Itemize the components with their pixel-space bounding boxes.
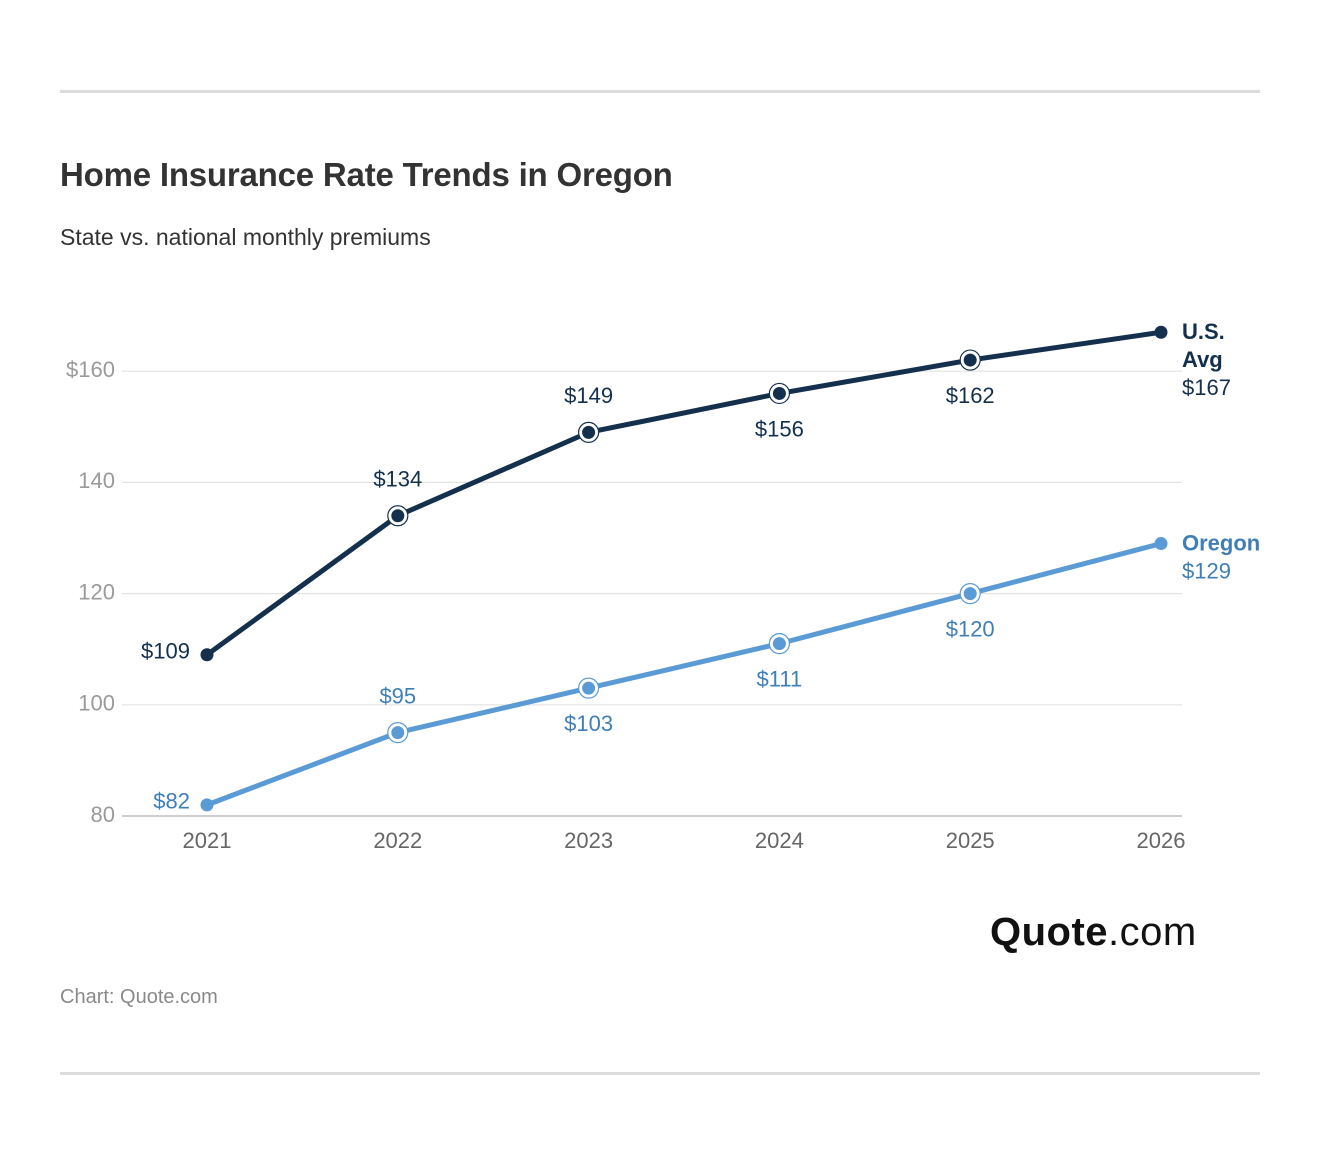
chart-source: Chart: Quote.com bbox=[60, 986, 218, 1008]
series-name-oregon: Oregon bbox=[1182, 530, 1260, 555]
series-name-us: Avg bbox=[1182, 347, 1223, 372]
x-tick-label: 2026 bbox=[1137, 828, 1186, 853]
y-tick-label: 80 bbox=[91, 802, 115, 827]
data-point-oregon bbox=[963, 587, 977, 601]
x-tick-label: 2025 bbox=[946, 828, 995, 853]
series-end-value-us: $167 bbox=[1182, 375, 1231, 400]
data-label-us: $162 bbox=[946, 383, 995, 408]
data-point-us bbox=[1154, 325, 1168, 339]
series-line-oregon bbox=[204, 541, 1164, 808]
y-tick-label: 100 bbox=[78, 691, 115, 716]
data-point-us bbox=[391, 509, 405, 523]
quote-logo: Quote.com bbox=[990, 910, 1197, 955]
data-label-oregon: $103 bbox=[564, 711, 613, 736]
data-point-us bbox=[200, 648, 214, 662]
chart-subtitle: State vs. national monthly premiums bbox=[60, 224, 431, 250]
data-label-oregon: $120 bbox=[946, 616, 995, 641]
data-point-oregon bbox=[391, 726, 405, 740]
x-tick-label: 2021 bbox=[183, 828, 232, 853]
x-tick-label: 2022 bbox=[373, 828, 422, 853]
top-divider bbox=[60, 90, 1260, 93]
data-label-us: $134 bbox=[373, 467, 422, 492]
x-tick-label: 2024 bbox=[755, 828, 804, 853]
data-point-us bbox=[582, 425, 596, 439]
data-point-oregon bbox=[200, 798, 214, 812]
data-point-oregon bbox=[1154, 537, 1168, 551]
data-label-oregon: $111 bbox=[757, 666, 803, 691]
series-name-us: U.S. bbox=[1182, 319, 1225, 344]
data-label-us: $149 bbox=[564, 383, 613, 408]
series-end-value-oregon: $129 bbox=[1182, 558, 1231, 583]
data-point-us bbox=[772, 386, 786, 400]
y-tick-label: 140 bbox=[78, 468, 115, 493]
series-line-us bbox=[204, 329, 1164, 658]
data-label-us: $109 bbox=[141, 639, 190, 664]
logo-suffix: .com bbox=[1108, 910, 1197, 954]
data-label-oregon: $82 bbox=[153, 789, 190, 814]
data-point-oregon bbox=[772, 637, 786, 651]
data-label-us: $156 bbox=[755, 416, 804, 441]
data-point-us bbox=[963, 353, 977, 367]
bottom-divider bbox=[60, 1072, 1260, 1075]
y-tick-label: $160 bbox=[66, 357, 115, 382]
chart-title: Home Insurance Rate Trends in Oregon bbox=[60, 156, 673, 193]
logo-brand: Quote bbox=[990, 910, 1109, 954]
y-tick-label: 120 bbox=[78, 579, 115, 604]
data-point-oregon bbox=[582, 681, 596, 695]
x-tick-label: 2023 bbox=[564, 828, 613, 853]
data-label-oregon: $95 bbox=[379, 683, 416, 708]
